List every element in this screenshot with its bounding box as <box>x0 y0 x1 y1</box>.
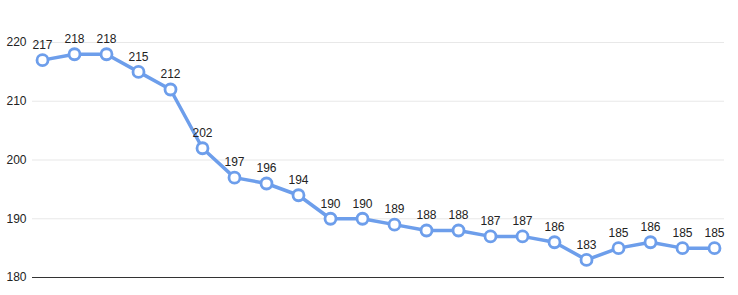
svg-text:190: 190 <box>352 197 372 211</box>
svg-text:194: 194 <box>288 173 308 187</box>
svg-text:218: 218 <box>96 32 116 46</box>
svg-text:217: 217 <box>32 38 52 52</box>
svg-text:197: 197 <box>224 155 244 169</box>
svg-text:189: 189 <box>384 202 404 216</box>
svg-text:190: 190 <box>6 212 26 226</box>
svg-text:212: 212 <box>160 67 180 81</box>
svg-text:215: 215 <box>128 50 148 64</box>
svg-text:186: 186 <box>640 220 660 234</box>
svg-text:188: 188 <box>448 208 468 222</box>
svg-text:185: 185 <box>704 226 724 240</box>
svg-text:185: 185 <box>672 226 692 240</box>
svg-text:218: 218 <box>64 32 84 46</box>
svg-text:185: 185 <box>608 226 628 240</box>
svg-text:202: 202 <box>192 126 212 140</box>
svg-text:220: 220 <box>6 35 26 49</box>
svg-text:188: 188 <box>416 208 436 222</box>
svg-text:187: 187 <box>480 214 500 228</box>
svg-text:196: 196 <box>256 161 276 175</box>
svg-text:190: 190 <box>320 197 340 211</box>
svg-text:183: 183 <box>576 238 596 252</box>
svg-text:186: 186 <box>544 220 564 234</box>
svg-text:200: 200 <box>6 153 26 167</box>
svg-text:187: 187 <box>512 214 532 228</box>
svg-text:210: 210 <box>6 94 26 108</box>
svg-text:180: 180 <box>6 270 26 284</box>
